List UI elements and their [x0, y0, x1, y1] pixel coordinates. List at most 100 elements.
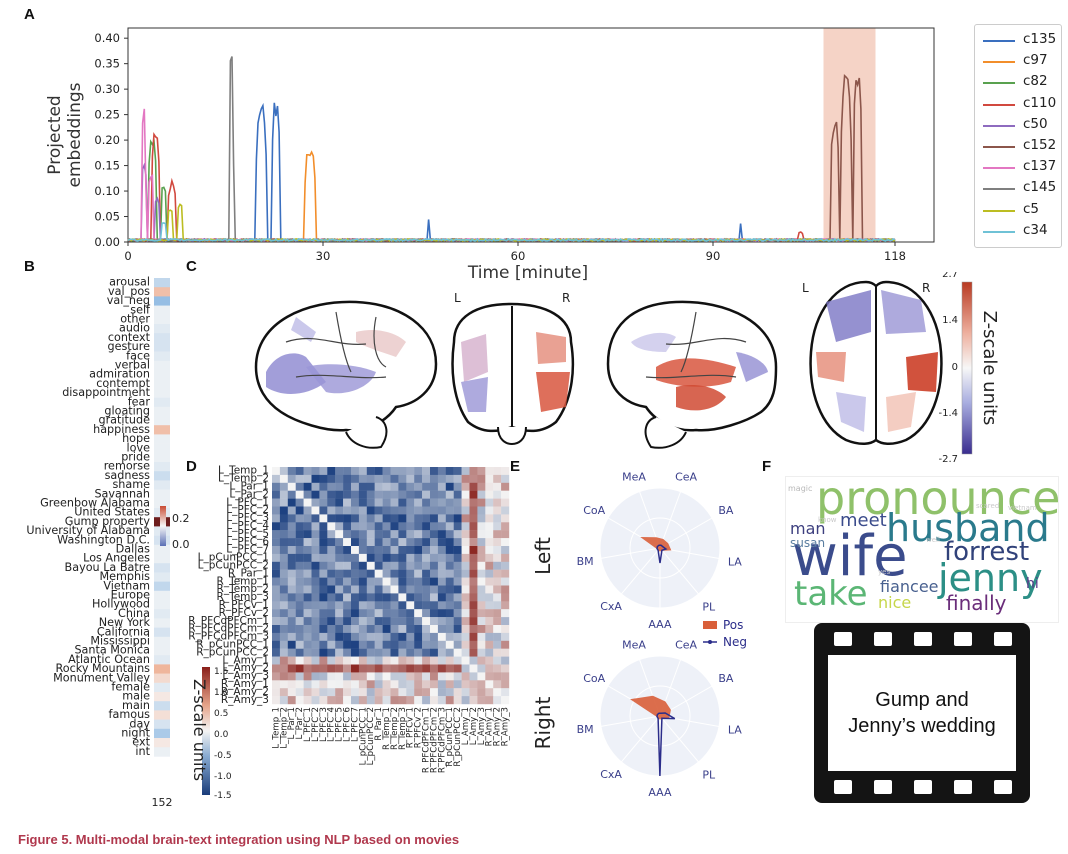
d-cell [430, 593, 439, 602]
d-cell [382, 490, 391, 499]
d-cell [437, 474, 446, 483]
d-cell [469, 688, 478, 697]
d-cell [437, 680, 446, 689]
d-cell [287, 609, 296, 618]
d-cell [327, 514, 336, 523]
d-cell [477, 648, 486, 657]
d-cell [430, 490, 439, 499]
d-cell [295, 664, 304, 673]
d-cell [406, 696, 415, 705]
d-cell [398, 656, 407, 665]
b-row-label: Atlantic Ocean [68, 653, 150, 666]
panel-d-cb-tick-6: -1.0 [214, 772, 232, 782]
d-cell [493, 617, 502, 626]
d-cell [327, 474, 336, 483]
d-cell [469, 632, 478, 641]
d-cell [327, 538, 336, 547]
d-cell [351, 648, 360, 657]
d-cell [327, 546, 336, 555]
d-cell [390, 601, 399, 610]
b-cell [154, 388, 170, 398]
d-row-label: R_PFCdPFCm_3 [188, 631, 269, 643]
d-cell [351, 514, 360, 523]
d-cell [279, 514, 288, 523]
d-cell [382, 696, 391, 705]
d-cell [303, 530, 312, 539]
d-cell [303, 498, 312, 507]
d-cell [382, 530, 391, 539]
d-cell [390, 672, 399, 681]
d-cell [279, 680, 288, 689]
d-cell [382, 640, 391, 649]
d-cell [358, 609, 367, 618]
d-cell [437, 514, 446, 523]
d-cell [493, 546, 502, 555]
d-cell [398, 601, 407, 610]
d-cell [303, 648, 312, 657]
b-cell [154, 719, 170, 730]
d-cell [430, 522, 439, 531]
d-cell [327, 617, 336, 626]
ytick-label: 0.35 [94, 57, 120, 71]
d-cell [303, 609, 312, 618]
b-row-label: Savannah [94, 487, 150, 500]
b-cell [154, 287, 170, 297]
d-row-label: L_Amy_3 [222, 670, 269, 682]
d-cell [477, 688, 486, 697]
d-cell [343, 474, 352, 483]
b-row-label: hope [122, 432, 150, 445]
d-cell [398, 467, 407, 476]
d-cell [335, 696, 344, 705]
d-cell [382, 498, 391, 507]
d-cell [461, 585, 470, 594]
d-cell [303, 593, 312, 602]
d-cell [335, 617, 344, 626]
d-cell [374, 585, 383, 594]
d-cell [335, 538, 344, 547]
d-cell [343, 577, 352, 586]
d-cell [311, 498, 320, 507]
d-cell [374, 530, 383, 539]
b-row-label: Monument Valley [53, 671, 150, 684]
d-cell [461, 498, 470, 507]
d-cell [287, 467, 296, 476]
d-cell [366, 522, 375, 531]
b-cell [154, 489, 170, 500]
radar-axis-label: LA [728, 723, 742, 736]
d-cell [343, 553, 352, 562]
d-cell [287, 546, 296, 555]
panel-c-cb-tick-2: 1.4 [942, 315, 958, 326]
series-line-c110 [127, 132, 896, 243]
b-cell [154, 627, 170, 638]
b-row-label: love [127, 441, 151, 454]
panel-d-cb-tick-2: 1.0 [214, 688, 229, 698]
d-cell [422, 664, 431, 673]
d-cell [335, 546, 344, 555]
panel-d-colorbar [202, 667, 210, 795]
d-cell [469, 664, 478, 673]
d-cell [485, 632, 494, 641]
d-cell [366, 688, 375, 697]
radar-axis-label: CxA [600, 768, 622, 781]
d-cell [477, 609, 486, 618]
b-row-label: Los Angeles [83, 552, 150, 565]
d-cell [287, 696, 296, 705]
d-cell [319, 530, 328, 539]
d-cell [303, 601, 312, 610]
b-row-label: shame [112, 478, 150, 491]
d-cell [493, 506, 502, 515]
d-cell [287, 625, 296, 634]
d-cell [501, 498, 510, 507]
d-cell [493, 522, 502, 531]
d-cell [437, 561, 446, 570]
d-cell [398, 490, 407, 499]
d-cell [327, 625, 336, 634]
legend-label: c137 [1023, 158, 1057, 175]
d-cell [272, 640, 281, 649]
ytick-label: 0.25 [94, 108, 120, 122]
panel-c-cb-tick-1: 2.7 [942, 272, 958, 280]
d-cell [469, 474, 478, 483]
d-cell [485, 609, 494, 618]
d-cell [366, 490, 375, 499]
d-cell [445, 506, 454, 515]
